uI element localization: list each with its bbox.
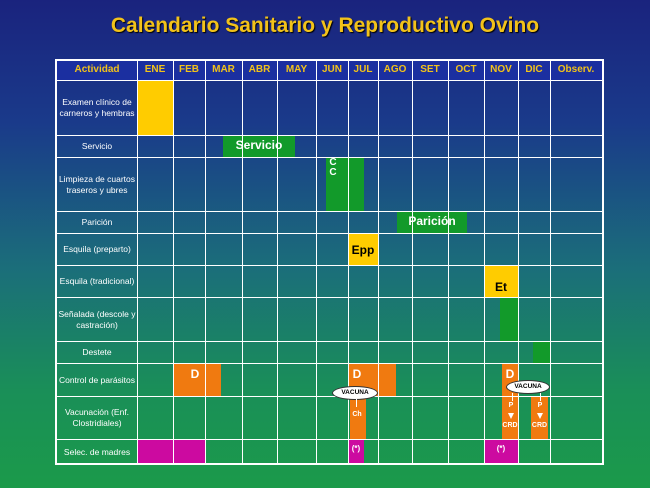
bar-esquila-tradicional [484,265,518,297]
bar-servicio-label: Servicio [235,138,283,152]
vacuna-stem-dic [540,393,541,401]
vacuna-oval-nov: VACUNA [506,380,550,394]
vacuna-stem-jul [356,399,357,407]
header-activity: Actividad [74,64,120,75]
header-month-set: SET [420,64,440,75]
grid-vline [173,59,174,465]
grid-vline [448,59,449,465]
bar-seleccion-jul-label: (*) [351,444,361,453]
bar-examen-ene [137,80,173,135]
header-month-ago: AGO [383,64,407,75]
grid-vline [277,59,278,465]
row-label-paricion: Parición [81,217,113,227]
row-label-esquila-preparto: Esquila (preparto) [63,244,131,254]
bar-parasitos-nov-label: D [505,367,515,381]
row-label-senalada: Señalada (descole y castración) [58,308,136,330]
header-month-nov: NOV [490,64,512,75]
bar-limpieza-label: C C [329,157,337,178]
grid-hline [55,297,604,298]
row-label-destete: Destete [82,347,112,357]
row-label-limpieza: Limpieza de cuartos traseros y ubres [58,173,136,195]
bar-paricion [397,211,467,233]
vacuna-oval-jul: VACUNA [332,386,378,400]
arrow-down-icon [508,413,514,419]
header-month-jun: JUN [321,64,342,75]
bar-senalada [500,297,518,341]
bar-parasitos-feb [173,363,221,396]
vacuna-p-dic: P [537,402,543,409]
calendar-grid [55,59,604,465]
table-header-background [55,59,604,80]
grid-hline [55,341,604,342]
grid-hline [55,80,604,81]
bar-vacuna-jul [350,396,366,439]
vacuna-p-nov: P [508,402,514,409]
row-label-vacunacion: Vacunación (Enf. Clostridiales) [64,407,130,428]
grid-hline [55,233,604,234]
grid-vline [484,59,485,465]
vacuna-stem-nov [512,393,513,401]
vacuna-crd-nov: CRD [502,422,518,429]
grid-vline [550,59,551,465]
grid-vline [137,59,138,465]
header-month-may: MAY [285,64,308,75]
grid-vline [242,59,243,465]
header-observ: Observ. [557,64,595,75]
row-label-examen: Examen clínico de carneros y hembras [59,97,135,118]
grid-vline [348,59,349,465]
bar-destete [533,341,550,363]
header-month-mar: MAR [212,64,235,75]
bar-parasitos-feb-label: D [190,367,200,381]
grid-hline [55,265,604,266]
grid-vline [378,59,379,465]
bar-seleccion-ene [137,439,205,464]
header-month-dic: DIC [525,64,543,75]
bar-esquila-tradicional-label: Et [495,280,507,294]
grid-hline [55,439,604,440]
bar-esquila-preparto [348,233,378,265]
vacuna-crd-dic: CRD [531,422,548,429]
grid-vline [518,59,519,465]
bar-seleccion-nov-label: (*) [496,444,506,453]
grid-hline [55,211,604,212]
header-month-ene: ENE [144,64,166,75]
row-label-esquila-tradicional: Esquila (tradicional) [59,276,135,286]
row-label-seleccion: Selec. de madres [63,446,131,457]
header-month-feb: FEB [179,64,199,75]
grid-vline [205,59,206,465]
bar-paricion-label: Parición [408,214,456,228]
page-title: Calendario Sanitario y Reproductivo Ovin… [110,14,540,37]
row-label-parasitos: Control de parásitos [58,374,136,385]
vacuna-ch-label: Ch [352,411,362,418]
grid-hline [55,135,604,136]
bar-esquila-preparto-label: Epp [351,243,375,257]
row-label-servicio: Servicio [81,141,113,151]
bar-limpieza [326,157,364,211]
grid-vline [412,59,413,465]
grid-hline [55,157,604,158]
grid-hline [55,396,604,397]
bar-seleccion-jul [349,439,364,464]
arrow-down-icon [537,413,543,419]
bar-seleccion-nov [484,439,518,464]
bar-parasitos-jul-label: D [352,367,362,381]
grid-hline [55,363,604,364]
header-month-abr: ABR [248,64,271,75]
header-month-oct: OCT [455,64,477,75]
header-month-jul: JUL [353,64,373,75]
grid-vline [316,59,317,465]
